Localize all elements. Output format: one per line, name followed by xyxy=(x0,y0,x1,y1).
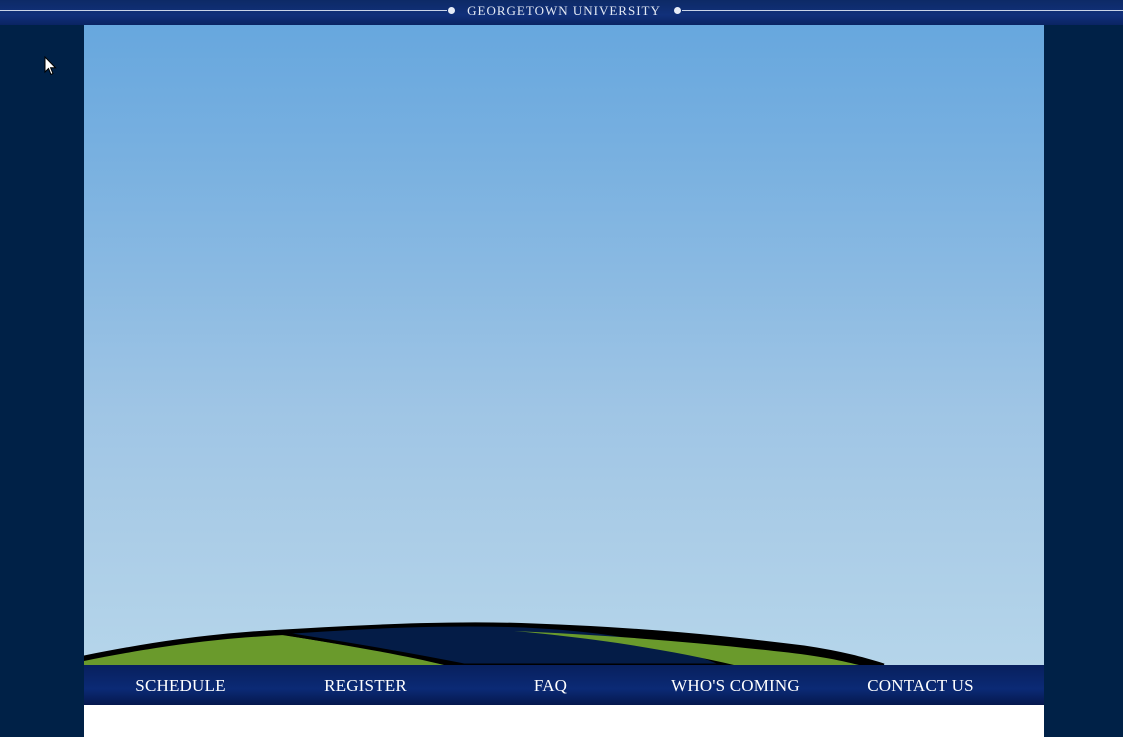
institution-name[interactable]: GEORGETOWN UNIVERSITY xyxy=(467,3,661,18)
top-banner: GEORGETOWN UNIVERSITY xyxy=(0,0,1123,25)
hill-outline xyxy=(84,622,885,665)
main-navigation: SCHEDULE REGISTER FAQ WHO'S COMING CONTA… xyxy=(84,665,1044,705)
banner-dot-right xyxy=(674,7,681,14)
hill-right-green xyxy=(514,631,859,665)
nav-whos-coming[interactable]: WHO'S COMING xyxy=(671,676,800,695)
nav-register[interactable]: REGISTER xyxy=(324,676,407,695)
nav-contact-us[interactable]: CONTACT US xyxy=(867,676,974,695)
hero-banner xyxy=(84,25,1044,665)
hills-illustration xyxy=(84,622,885,665)
nav-faq[interactable]: FAQ xyxy=(533,676,568,695)
content-area xyxy=(84,705,1044,737)
banner-rule-right xyxy=(682,10,1123,11)
banner-dot-left xyxy=(448,7,455,14)
banner-rule-left xyxy=(0,10,447,11)
hill-left-green xyxy=(84,635,444,665)
nav-schedule[interactable]: SCHEDULE xyxy=(135,676,226,695)
mouse-pointer-icon xyxy=(44,55,58,81)
